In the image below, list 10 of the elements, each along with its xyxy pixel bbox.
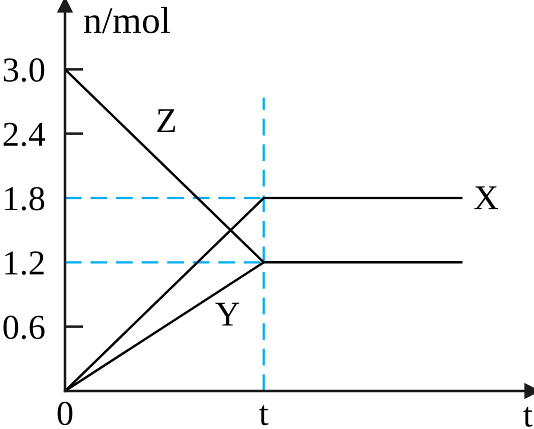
y-axis-title: n/mol: [84, 6, 170, 34]
series-label: Y: [215, 302, 240, 326]
series-label: X: [474, 186, 498, 210]
y-tick-label: 1.8: [5, 186, 44, 211]
y-tick-label: 3.0: [4, 58, 44, 82]
series-label: Z: [157, 109, 176, 132]
x-tick-label: 0: [58, 402, 72, 426]
y-tick-label: 1.2: [5, 251, 44, 275]
y-tick-label: 0.6: [3, 316, 45, 340]
y-tick-label: 2.4: [4, 122, 46, 146]
